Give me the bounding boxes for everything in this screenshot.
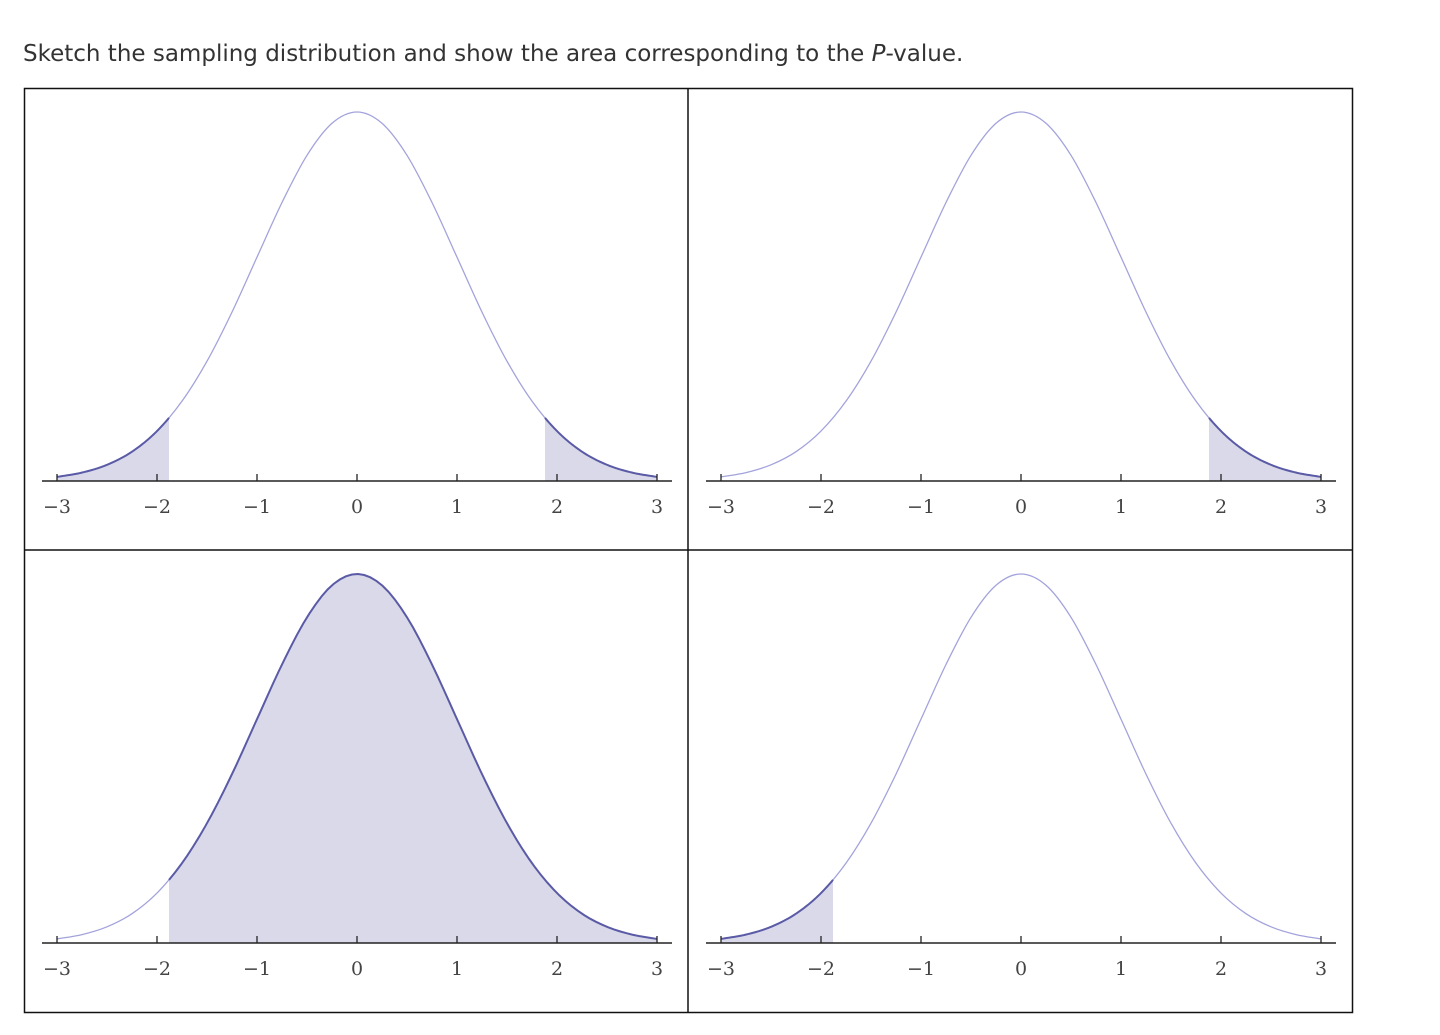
shaded-edge [56, 417, 170, 478]
x-tick-label: 3 [651, 958, 663, 980]
prompt: Sketch the sampling distribution and sho… [23, 41, 963, 67]
x-tick-label: −1 [907, 958, 935, 980]
x-tick-label: 2 [551, 958, 563, 980]
x-tick-label: −3 [43, 496, 71, 518]
x-tick-label: −3 [707, 958, 735, 980]
density-curve [720, 573, 1322, 940]
shaded-edge [720, 879, 834, 940]
x-tick-label: 0 [1015, 496, 1027, 518]
prompt-text: -value. [886, 41, 964, 67]
x-tick-label: −3 [707, 496, 735, 518]
x-tick-label: 1 [1115, 496, 1127, 518]
shaded-area [57, 417, 169, 481]
x-tick-label: −1 [243, 496, 271, 518]
shaded-area [721, 879, 833, 943]
x-tick-label: 1 [451, 496, 463, 518]
x-tick-label: 3 [1315, 958, 1327, 980]
shaded-area [1209, 417, 1321, 481]
shaded-area [169, 574, 657, 943]
x-tick-label: 3 [651, 496, 663, 518]
x-tick-label: −2 [143, 496, 171, 518]
x-tick-label: 2 [1215, 958, 1227, 980]
x-tick-label: −3 [43, 958, 71, 980]
x-tick-label: −1 [243, 958, 271, 980]
shaded-edge [1208, 417, 1322, 478]
x-tick-label: 2 [551, 496, 563, 518]
x-tick-label: −2 [143, 958, 171, 980]
x-tick-label: −2 [807, 496, 835, 518]
x-tick-label: 0 [1015, 958, 1027, 980]
density-curve [720, 111, 1322, 478]
prompt-text: Sketch the sampling distribution and sho… [23, 41, 872, 67]
shaded-edge [544, 417, 658, 478]
x-tick-label: −1 [907, 496, 935, 518]
shaded-area [545, 417, 657, 481]
x-tick-label: −2 [807, 958, 835, 980]
shaded-edge [168, 573, 658, 940]
x-tick-label: 0 [351, 496, 363, 518]
x-tick-label: 2 [1215, 496, 1227, 518]
prompt-italic: P [872, 41, 886, 67]
x-tick-label: 1 [451, 958, 463, 980]
x-tick-label: 3 [1315, 496, 1327, 518]
x-tick-label: 1 [1115, 958, 1127, 980]
x-tick-label: 0 [351, 958, 363, 980]
density-curve [56, 111, 658, 478]
